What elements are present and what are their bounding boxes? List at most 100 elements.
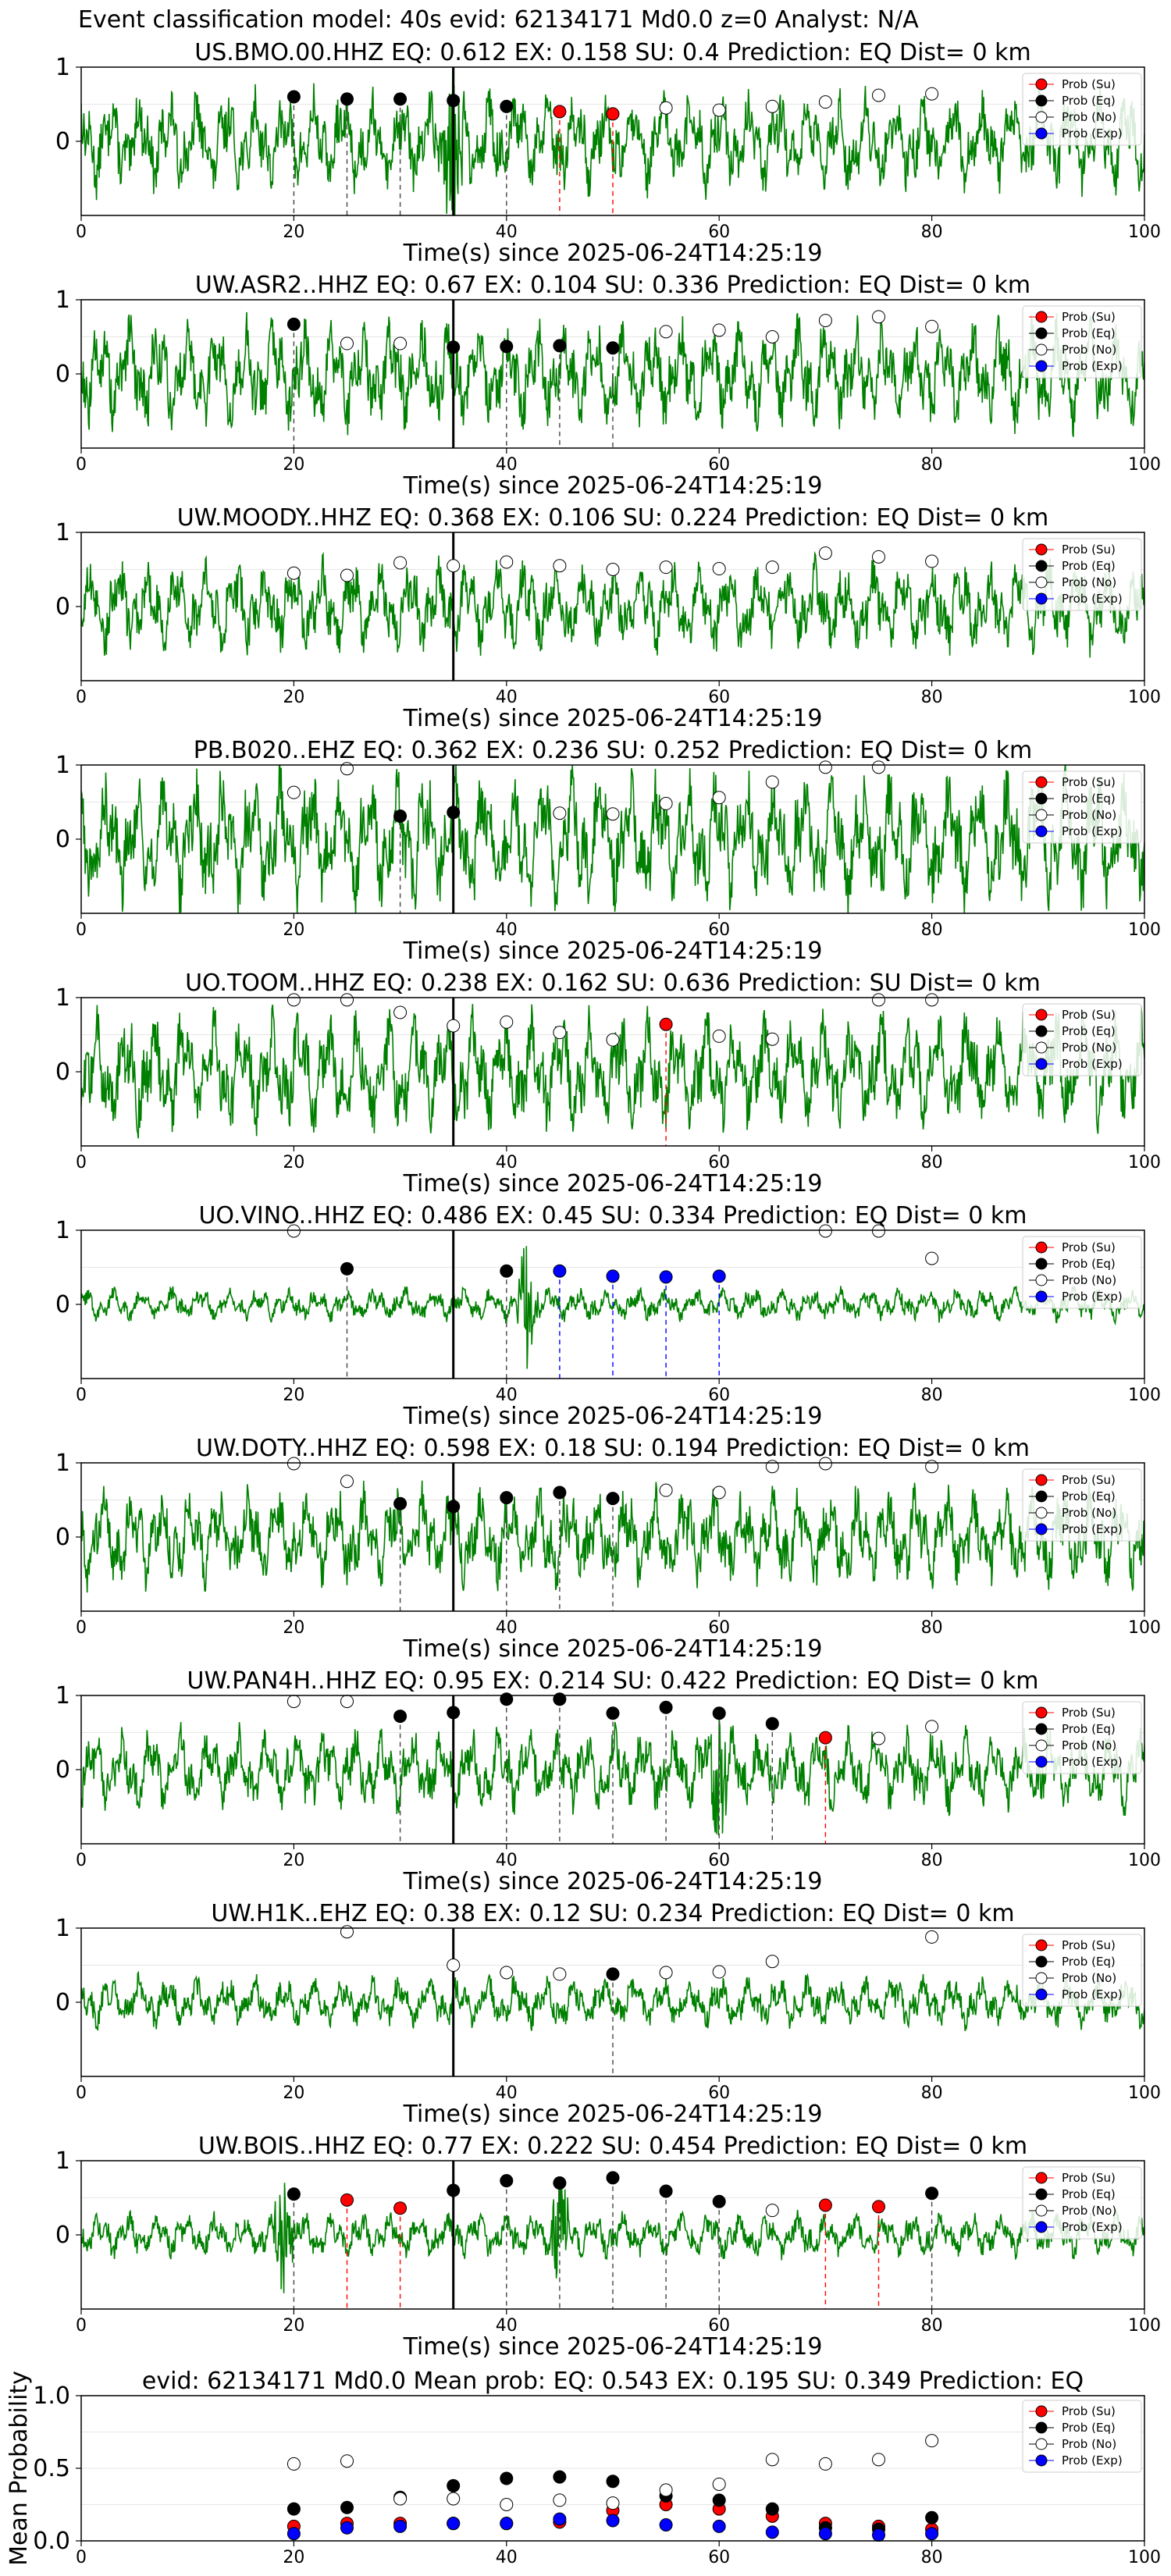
legend-label-exp: Prob (Exp) [1062,2453,1123,2467]
prob-marker-eq [659,2184,673,2198]
x-tick-label: 0 [76,1851,87,1870]
y-tick-label: 0.0 [33,2528,70,2555]
y-tick-label: 1 [55,519,70,546]
legend-label-exp: Prob (Exp) [1062,1522,1123,1536]
legend-marker-su [1035,311,1048,323]
prob-marker-no [500,1966,514,1980]
legend-label-su: Prob (Su) [1062,77,1116,91]
x-tick-label: 0 [76,222,87,242]
legend-marker-exp [1035,1058,1048,1070]
prob-marker-no [765,1955,779,1969]
x-tick-label: 60 [708,688,730,707]
x-tick-label: 80 [921,1153,943,1172]
subplot-9: UW.BOIS..HHZ EQ: 0.77 EX: 0.222 SU: 0.45… [55,2133,1161,2361]
prob-marker-no [553,1967,567,1981]
prob-marker-no [765,330,779,343]
legend-label-exp: Prob (Exp) [1062,1290,1123,1304]
y-tick-label: 0 [55,1989,70,2016]
mean-marker-exp [287,2527,301,2541]
prob-marker-no [712,791,726,805]
prob-marker-no [659,325,673,339]
legend-marker-eq [1035,560,1048,572]
legend-marker-exp [1035,825,1048,838]
legend-marker-eq [1035,792,1048,805]
prob-marker-no [925,1930,939,1944]
x-tick-label: 60 [708,1851,730,1870]
legend-marker-eq [1035,1723,1048,1735]
legend-marker-exp [1035,360,1048,372]
prob-marker-eq [393,1710,408,1724]
mean-marker-exp [606,2514,620,2528]
x-tick-label: 60 [708,1618,730,1638]
subplot-10: evid: 62134171 Md0.0 Mean prob: EQ: 0.54… [5,2368,1161,2567]
legend-marker-su [1035,1939,1048,1952]
subplot-6: UW.DOTY..HHZ EQ: 0.598 EX: 0.18 SU: 0.19… [55,1435,1161,1663]
prob-marker-eq [287,317,301,331]
legend-marker-exp [1035,2221,1048,2233]
legend-marker-no [1035,1972,1048,1984]
mean-marker-no [818,2457,832,2471]
legend-label-eq: Prob (Eq) [1062,559,1116,573]
prob-marker-no [872,993,885,1007]
prob-marker-no [340,336,354,350]
mean-marker-exp [447,2517,461,2531]
prob-marker-eq [500,340,514,354]
prob-marker-no [287,785,301,799]
subplot-title: UW.MOODY..HHZ EQ: 0.368 EX: 0.106 SU: 0.… [177,504,1049,532]
legend-label-su: Prob (Su) [1062,2404,1116,2418]
prob-marker-eq [606,341,620,355]
prob-marker-no [393,336,408,350]
prob-marker-eq [447,806,461,820]
x-tick-label: 0 [76,688,87,707]
legend-marker-eq [1035,1025,1048,1037]
x-tick-label: 100 [1128,1386,1161,1405]
waveform-trace [81,1246,1144,1369]
x-tick-label: 100 [1128,1153,1161,1172]
legend-label-eq: Prob (Eq) [1062,1024,1116,1038]
y-tick-label: 0 [55,1291,70,1318]
subplot-title: UW.PAN4H..HHZ EQ: 0.95 EX: 0.214 SU: 0.4… [187,1667,1039,1695]
x-tick-label: 60 [708,1153,730,1172]
x-tick-label: 40 [496,222,518,242]
prob-marker-eq [447,94,461,108]
subplot-title: evid: 62134171 Md0.0 Mean prob: EQ: 0.54… [142,2368,1084,2395]
prob-marker-no [606,807,620,821]
prob-marker-eq [553,339,567,353]
prob-marker-no [712,323,726,337]
prob-marker-eq [447,2183,461,2197]
subplot-3: PB.B020..EHZ EQ: 0.362 EX: 0.236 SU: 0.2… [55,737,1161,965]
waveform-group [81,2161,1144,2309]
mean-marker-no [659,2483,673,2497]
subplot-2: UW.MOODY..HHZ EQ: 0.368 EX: 0.106 SU: 0.… [55,504,1161,732]
legend-marker-exp [1035,1290,1048,1303]
legend-label-exp: Prob (Exp) [1062,592,1123,606]
x-tick-label: 100 [1128,920,1161,940]
prob-marker-no [765,1032,779,1046]
legend-box [1022,1701,1142,1774]
mean-marker-no [872,2453,885,2467]
y-tick-label: 0 [55,1059,70,1086]
x-tick-label: 20 [283,2316,304,2336]
legend-marker-no [1035,1507,1048,1519]
prob-marker-eq [765,1717,779,1731]
y-tick-label: 1 [55,984,70,1012]
prob-marker-no [393,556,408,570]
x-tick-label: 40 [496,2316,518,2336]
prob-marker-eq [447,1706,461,1720]
legend-marker-eq [1035,1955,1048,1968]
legend-label-eq: Prob (Eq) [1062,2187,1116,2201]
x-tick-label: 60 [708,2316,730,2336]
waveform-trace [81,765,1144,913]
legend-marker-exp [1035,2454,1048,2467]
prob-marker-no [765,2204,779,2218]
legend-label-su: Prob (Su) [1062,2171,1116,2185]
y-tick-label: 1 [55,54,70,81]
prob-marker-no [287,1457,301,1471]
prob-marker-eq [606,2171,620,2185]
x-tick-label: 40 [496,688,518,707]
x-axis-label: Time(s) since 2025-06-24T14:25:19 [403,240,823,267]
x-tick-label: 0 [76,1153,87,1172]
prob-marker-su [872,2200,885,2214]
legend-marker-eq [1035,2188,1048,2201]
y-tick-label: 0 [55,2222,70,2249]
